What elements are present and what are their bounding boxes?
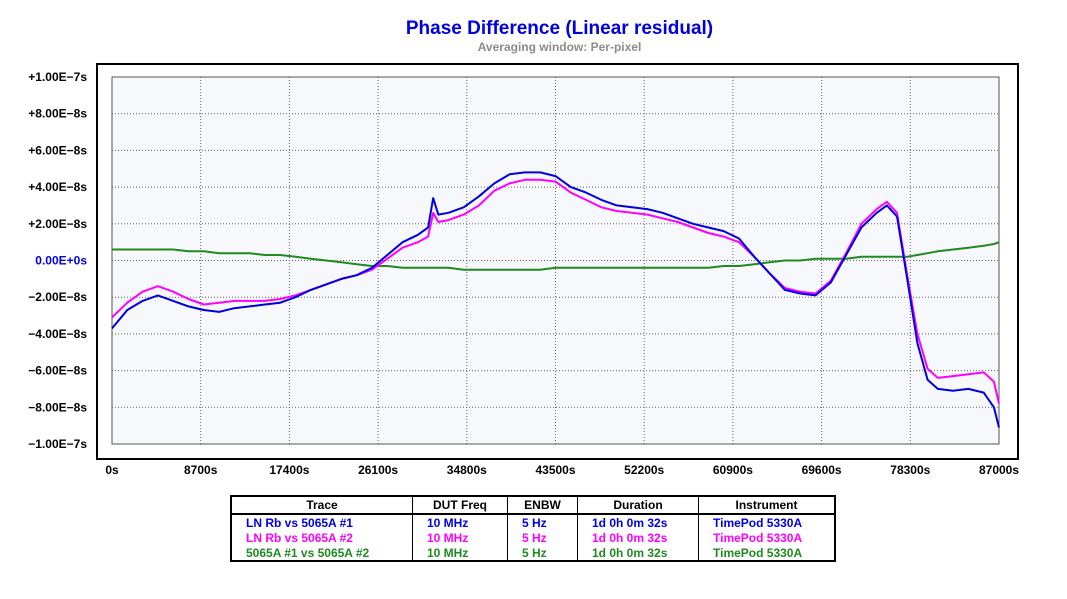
legend-instrument: TimePod 5330A — [698, 530, 836, 545]
legend-header-row: Trace DUT Freq ENBW Duration Instrument — [230, 495, 836, 515]
legend-duration: 1d 0h 0m 32s — [577, 530, 699, 545]
legend-header-duration: Duration — [577, 495, 699, 515]
y-tick-label: −2.00E−8s — [28, 290, 87, 304]
grid — [112, 77, 999, 444]
y-tick-label: +2.00E−8s — [28, 217, 87, 231]
y-tick-label: +1.00E−7s — [28, 70, 87, 84]
series-line — [112, 241, 1000, 271]
x-tick-label: 26100s — [358, 463, 398, 477]
chart-title: Phase Difference (Linear residual) — [405, 18, 714, 39]
phase-difference-chart: +1.00E−7s +8.00E−8s +6.00E−8s +4.00E−8s +2.0… — [28, 63, 1019, 477]
plot-frame — [96, 63, 1019, 460]
x-tick-label: 0s — [105, 463, 119, 477]
legend-freq: 10 MHz — [412, 514, 508, 530]
series-lines — [111, 171, 1000, 428]
x-axis-ticks: 0s 8700s 17400s 26100s 34800s 43500s 52200s 609… — [105, 463, 1019, 477]
series-line — [111, 178, 1000, 404]
x-tick-label: 78300s — [890, 463, 930, 477]
legend-freq: 10 MHz — [412, 530, 508, 545]
legend-duration: 1d 0h 0m 32s — [577, 545, 699, 561]
legend-header-enbw: ENBW — [507, 495, 578, 515]
y-tick-label: +4.00E−8s — [28, 180, 87, 194]
legend-trace: LN Rb vs 5065A #1 — [230, 514, 413, 530]
y-axis-ticks: +1.00E−7s +8.00E−8s +6.00E−8s +4.00E−8s +2.0… — [28, 70, 87, 451]
legend-trace: LN Rb vs 5065A #2 — [230, 530, 413, 545]
legend-enbw: 5 Hz — [507, 545, 578, 561]
chart-subtitle: Averaging window: Per-pixel — [477, 40, 642, 54]
x-tick-label: 87000s — [979, 463, 1019, 477]
x-tick-label: 69600s — [802, 463, 842, 477]
series-line — [111, 171, 1000, 428]
y-tick-label: +8.00E−8s — [28, 107, 87, 121]
x-tick-label: 17400s — [269, 463, 309, 477]
legend-freq: 10 MHz — [412, 545, 508, 561]
legend-row: LN Rb vs 5065A #1 10 MHz 5 Hz 1d 0h 0m 3… — [230, 514, 836, 530]
x-tick-label: 43500s — [535, 463, 575, 477]
y-tick-label: −6.00E−8s — [28, 364, 87, 378]
x-tick-label: 60900s — [713, 463, 753, 477]
y-tick-label: −8.00E−8s — [28, 400, 87, 414]
legend-header-instrument: Instrument — [698, 495, 836, 515]
legend-duration: 1d 0h 0m 32s — [577, 514, 699, 530]
legend-header-trace: Trace — [230, 495, 413, 515]
x-tick-label: 52200s — [624, 463, 664, 477]
y-tick-label: +6.00E−8s — [28, 143, 87, 157]
y-tick-label: 0.00E+0s — [35, 254, 87, 268]
legend-trace: 5065A #1 vs 5065A #2 — [230, 545, 413, 561]
legend-instrument: TimePod 5330A — [698, 514, 836, 530]
legend-instrument: TimePod 5330A — [698, 545, 836, 561]
legend-row: 5065A #1 vs 5065A #2 10 MHz 5 Hz 1d 0h 0… — [230, 545, 836, 561]
y-tick-label: −1.00E−7s — [28, 437, 87, 451]
legend-header-freq: DUT Freq — [412, 495, 508, 515]
x-tick-label: 8700s — [184, 463, 218, 477]
legend-enbw: 5 Hz — [507, 514, 578, 530]
x-tick-label: 34800s — [447, 463, 487, 477]
y-tick-label: −4.00E−8s — [28, 327, 87, 341]
legend-row: LN Rb vs 5065A #2 10 MHz 5 Hz 1d 0h 0m 3… — [230, 530, 836, 545]
legend-enbw: 5 Hz — [507, 530, 578, 545]
legend-table: Trace DUT Freq ENBW Duration Instrument … — [230, 495, 836, 562]
